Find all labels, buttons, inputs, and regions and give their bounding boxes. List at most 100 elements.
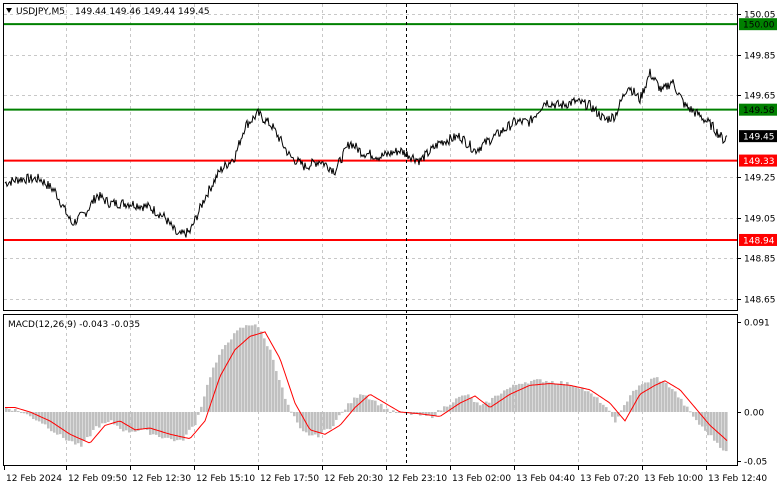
macd-bar	[377, 405, 380, 412]
macd-bar	[602, 404, 605, 412]
macd-bar	[458, 396, 461, 412]
macd-bar	[137, 412, 140, 431]
grid	[4, 4, 737, 465]
macd-bar	[53, 412, 56, 433]
macd-bar	[194, 412, 197, 426]
macd-bar	[302, 412, 305, 432]
macd-bar	[275, 371, 278, 412]
level-label-box	[739, 18, 777, 31]
macd-bar	[212, 367, 215, 412]
macd-bar	[548, 382, 551, 412]
level-label-box	[739, 233, 777, 246]
macd-bar	[299, 412, 302, 429]
macd-bar	[470, 397, 473, 412]
macd-bar	[131, 412, 134, 432]
price-axis[interactable]: 150.05 149.85 149.65 149.25 149.05 148.85 148.…	[737, 11, 776, 306]
macd-bar	[590, 393, 593, 412]
macd-bar	[371, 400, 374, 412]
time-tick-label: 13 Feb 02:00	[452, 474, 511, 484]
macd-bar	[587, 391, 590, 412]
macd-bar	[296, 412, 299, 423]
macd-bar	[125, 412, 128, 431]
macd-bar	[581, 387, 584, 412]
macd-bar	[11, 410, 14, 412]
macd-bar	[479, 405, 482, 412]
macd-bar	[263, 338, 266, 412]
macd-tick-label: 0.091	[744, 319, 770, 329]
macd-bar	[209, 377, 212, 412]
macd-bar	[164, 412, 167, 438]
macd-bar	[272, 359, 275, 412]
macd-bar	[107, 412, 110, 422]
macd-bar	[44, 412, 47, 425]
macd-bar	[557, 383, 560, 412]
macd-axis[interactable]: 0.091 0.00 -0.05	[737, 319, 770, 468]
macd-bar	[59, 412, 62, 435]
macd-bar	[434, 412, 437, 416]
macd-bar	[206, 384, 209, 412]
macd-bar	[437, 410, 440, 412]
macd-bar	[140, 412, 143, 430]
macd-bar	[725, 412, 728, 452]
symbol-label: USDJPY,M5	[16, 7, 65, 17]
macd-bar	[32, 412, 35, 419]
macd-bar	[305, 412, 308, 433]
time-tick-label: 12 Feb 15:10	[196, 474, 255, 484]
macd-bar	[230, 339, 233, 412]
macd-bar	[20, 412, 23, 414]
time-tick-label: 12 Feb 20:30	[324, 474, 383, 484]
macd-bar	[428, 412, 431, 416]
macd-bar	[335, 412, 338, 420]
macd-bar	[626, 401, 629, 412]
macd-bar	[596, 397, 599, 412]
level-label-box	[739, 130, 777, 143]
macd-bar	[542, 382, 545, 412]
macd-bar	[416, 412, 419, 413]
macd-bar	[638, 385, 641, 412]
macd-bar	[560, 381, 563, 412]
price-tick-label: 149.05	[744, 215, 776, 225]
macd-bar	[539, 379, 542, 412]
macd-bar	[485, 401, 488, 412]
price-levels	[4, 23, 737, 241]
macd-bar	[611, 412, 614, 417]
macd-bar	[227, 342, 230, 412]
macd-bar	[671, 389, 674, 412]
macd-bar	[74, 412, 77, 445]
macd-panel[interactable]	[3, 314, 738, 466]
time-axis[interactable]: 12 Feb 2024 12 Feb 09:50 12 Feb 12:30 12 Fe…	[4, 466, 768, 484]
macd-bar	[146, 412, 149, 431]
macd-bar	[167, 412, 170, 438]
macd-bar	[314, 412, 317, 435]
macd-bar	[524, 382, 527, 412]
macd-bar	[710, 412, 713, 436]
macd-bar	[347, 403, 350, 412]
macd-bar	[641, 384, 644, 412]
macd-bar	[380, 403, 383, 412]
macd-bar	[77, 412, 80, 444]
macd-bar	[65, 412, 68, 441]
macd-bar	[482, 403, 485, 412]
macd-bar	[344, 409, 347, 412]
price-tick-label: 149.65	[744, 92, 776, 102]
macd-bar	[467, 394, 470, 412]
macd-bar	[143, 412, 146, 430]
macd-bar	[545, 380, 548, 412]
macd-bar	[599, 402, 602, 412]
macd-bar	[98, 412, 101, 428]
macd-bar	[686, 406, 689, 412]
macd-bar	[80, 412, 83, 447]
macd-bar	[665, 382, 668, 412]
macd-bar	[5, 407, 8, 412]
macd-bar	[251, 325, 254, 412]
level-label-box	[739, 103, 777, 116]
macd-bar	[713, 412, 716, 441]
macd-bar	[365, 395, 368, 412]
macd-bar	[443, 406, 446, 412]
macd-bar	[182, 412, 185, 441]
macd-bar	[491, 397, 494, 412]
triangle-down-icon[interactable]	[6, 8, 12, 13]
macd-bar	[152, 412, 155, 435]
macd-bar	[266, 346, 269, 412]
